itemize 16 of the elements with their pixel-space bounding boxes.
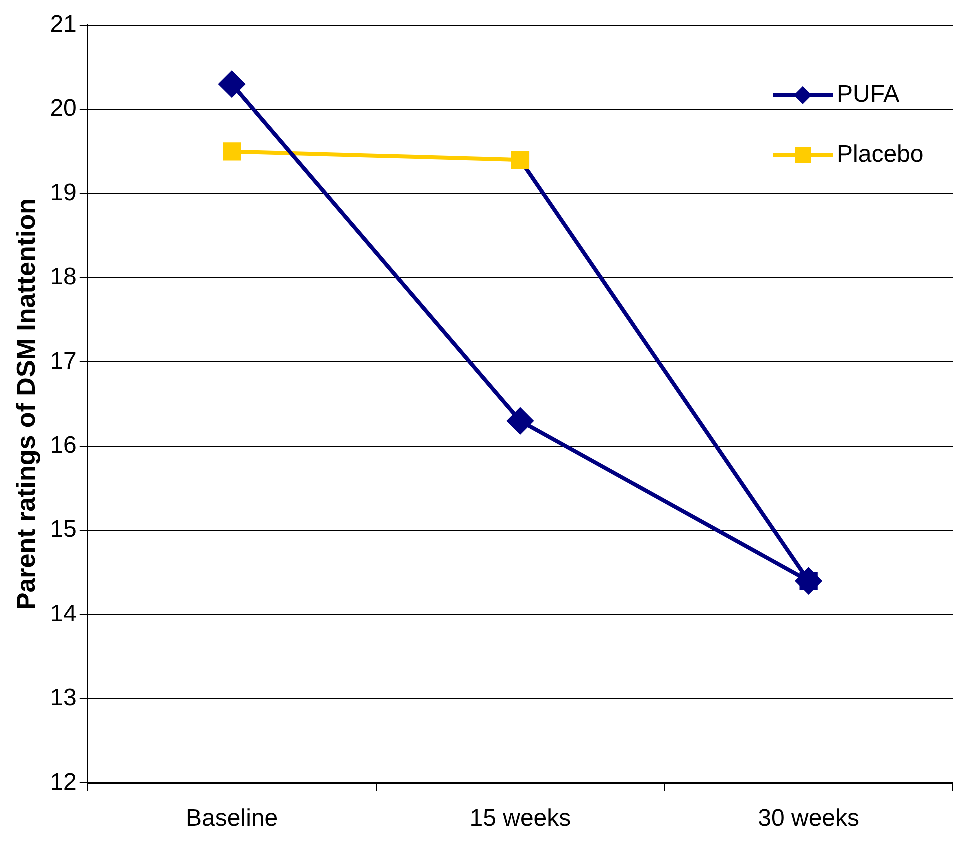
x-tick-label: Baseline (186, 805, 278, 832)
y-tick-label: 13 (50, 684, 77, 712)
legend-label: Placebo (837, 141, 924, 168)
y-axis-title: Parent ratings of DSM Inattention (10, 198, 41, 610)
y-tick-label: 14 (50, 600, 77, 628)
y-tick-label: 21 (50, 11, 77, 38)
x-tick-label: 15 weeks (470, 805, 572, 832)
y-tick-label: 18 (50, 264, 77, 291)
y-tick-label: 19 (50, 179, 77, 206)
legend-label: PUFA (837, 81, 900, 108)
y-tick-label: 15 (50, 516, 77, 544)
y-tick-label: 12 (50, 768, 77, 796)
y-tick-label: 16 (50, 432, 77, 460)
y-tick-label: 20 (50, 95, 77, 122)
y-tick-label: 17 (50, 348, 77, 375)
x-tick-label: 30 weeks (758, 805, 860, 832)
